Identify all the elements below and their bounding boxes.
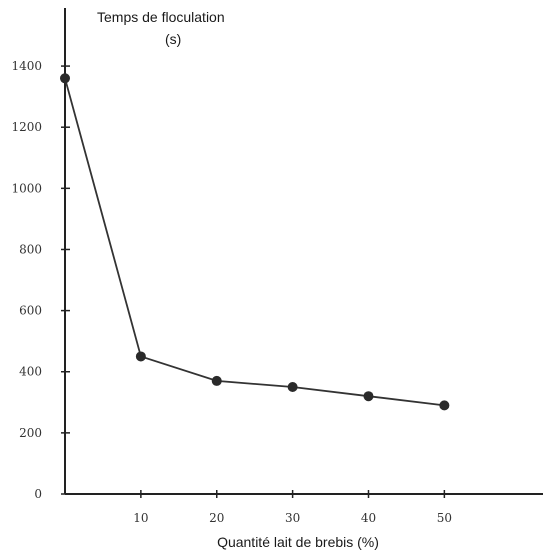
x-tick-label: 30 <box>285 511 300 525</box>
x-ticks: 10 20 30 40 50 <box>133 490 452 525</box>
y-axis-title: Temps de floculation <box>97 9 225 25</box>
y-axis-unit: (s) <box>165 31 181 47</box>
y-tick-label: 600 <box>19 304 42 318</box>
data-point <box>439 400 450 411</box>
y-tick-label: 200 <box>19 426 42 440</box>
data-point <box>60 73 70 84</box>
y-tick-label: 400 <box>19 365 42 379</box>
y-tick-label: 1400 <box>11 59 42 73</box>
axes <box>64 8 543 495</box>
x-tick-label: 40 <box>361 511 376 525</box>
x-tick-label: 20 <box>209 511 224 525</box>
data-point <box>287 382 298 393</box>
data-points <box>60 73 450 411</box>
y-tick-label: 1200 <box>11 120 42 134</box>
x-axis-title: Quantité lait de brebis (%) <box>217 534 379 550</box>
y-tick-label: 0 <box>34 487 42 501</box>
x-tick-label: 10 <box>133 511 148 525</box>
y-tick-label: 800 <box>19 242 42 256</box>
y-tick-label: 1000 <box>11 181 42 195</box>
series-line <box>64 78 445 407</box>
data-point <box>363 391 374 402</box>
data-point <box>211 375 222 386</box>
x-tick-label: 50 <box>437 511 452 525</box>
y-ticks: 0 200 400 600 800 1000 1200 1400 <box>11 59 70 501</box>
data-point <box>135 351 146 362</box>
